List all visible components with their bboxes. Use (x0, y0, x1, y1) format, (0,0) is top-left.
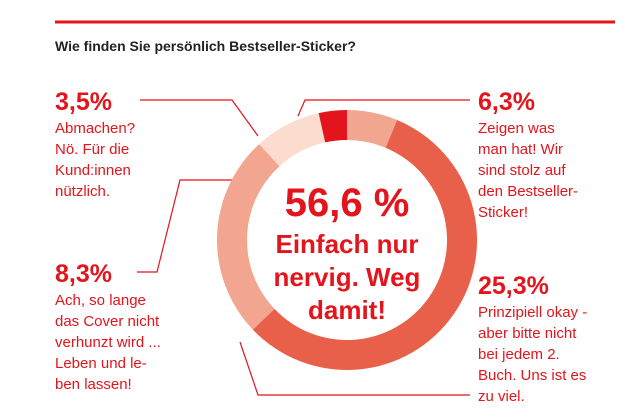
slice (318, 110, 347, 143)
chart-title: Wie finden Sie persönlich Bestseller-Sti… (55, 38, 356, 54)
slice (216, 144, 280, 330)
center-label: Einfach nur nervig. Weg damit! (273, 229, 421, 325)
connector (297, 99, 470, 117)
connector (137, 179, 240, 273)
category-label: Prinzipiell okay - aber bitte nicht bei … (478, 304, 588, 405)
value-label: 25,3% (478, 272, 549, 300)
connector (239, 341, 470, 396)
value-label: 3,5% (55, 88, 112, 116)
value-label: 6,3% (478, 88, 535, 116)
value-label: 8,3% (55, 260, 112, 288)
category-label: Zeigen was man hat! Wir sind stolz auf d… (478, 120, 579, 221)
slice (347, 110, 398, 148)
category-label: Abmachen? Nö. Für die Kund:innen nützlic… (55, 120, 136, 200)
slice (259, 113, 326, 167)
center-value: 56,6 % (284, 181, 410, 225)
connectors (137, 99, 470, 396)
connector (140, 99, 259, 137)
category-label: Ach, so lange das Cover nicht verhunzt w… (55, 292, 161, 393)
slice (252, 120, 477, 370)
